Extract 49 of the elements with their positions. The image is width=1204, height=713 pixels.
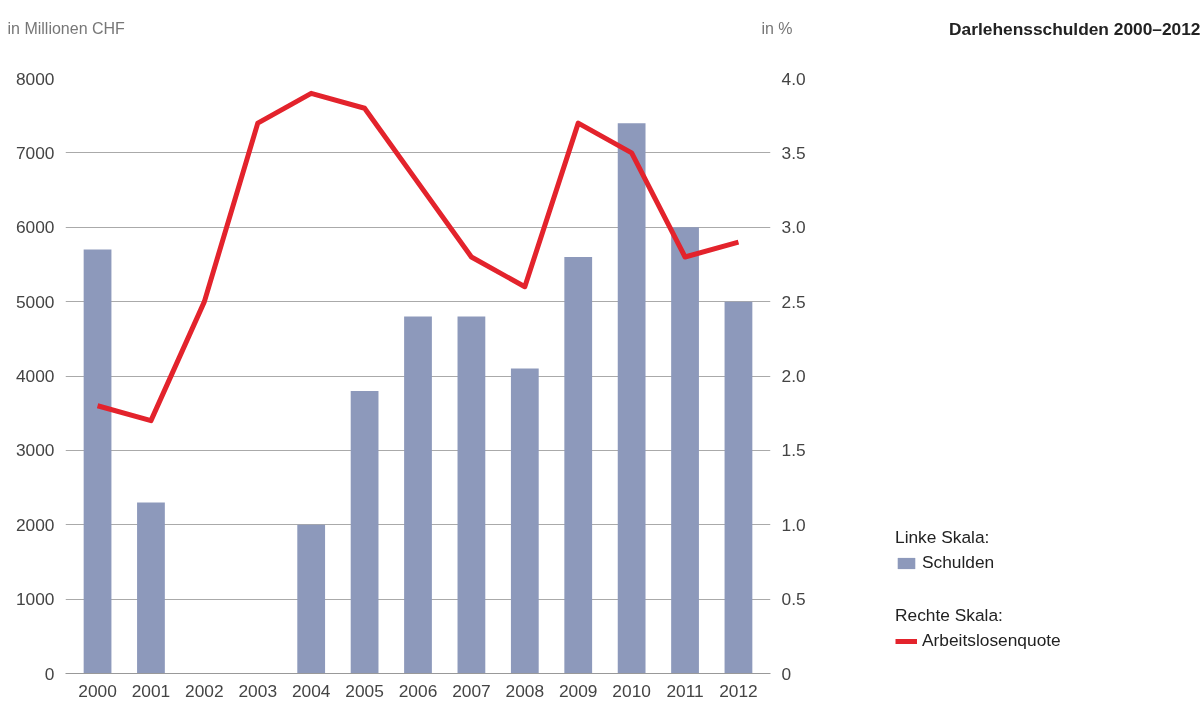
y2-tick-label: 3.0 [781,217,806,238]
bar [617,123,646,674]
legend-label: Arbeitslosenquote [922,630,1061,651]
y2-tick-label: 4.0 [781,68,806,89]
legend-label: Schulden [922,552,995,573]
y-axis-title: in Millionen CHF [7,20,126,37]
x-tick-label: 2000 [78,680,117,701]
bar [404,316,432,674]
y2-tick-label: 2.5 [781,291,806,312]
bar [724,301,753,674]
text: Rechte Skala: [895,605,1004,626]
x-tick-label: 2003 [238,680,278,701]
bar [671,227,699,674]
text: Linke Skala: [895,527,991,548]
x-tick-label: 2010 [612,680,651,701]
text: Darlehensschulden 2000–2012 [949,18,1201,39]
x-tick-label: 2012 [719,680,758,701]
bar [510,368,539,674]
x-tick-label: 2002 [185,680,224,701]
bar [457,316,486,674]
y2-tick-label: 0 [781,663,792,684]
x-tick-label: 2008 [505,680,545,701]
bar [297,524,326,674]
y-tick-label: 5000 [15,291,55,312]
bar [564,257,593,674]
x-tick-label: 2009 [558,680,598,701]
x-tick-label: 2011 [666,680,704,701]
bar [350,390,379,674]
y-tick-label: 7000 [15,142,55,163]
y-tick-label: 0 [44,663,55,684]
y2-tick-label: 2.0 [781,366,806,386]
y2-tick-label: 0.5 [781,589,806,610]
y-tick-label: 1000 [15,589,55,610]
x-tick-label: 2007 [452,680,491,701]
y-tick-label: 3000 [15,440,55,461]
y-tick-label: 8000 [15,68,55,89]
x-tick-label: 2004 [291,680,331,701]
y2-axis-title: in % [761,20,793,37]
bar [83,249,112,674]
y2-tick-label: 1.0 [781,514,806,535]
y-tick-label: 2000 [15,514,55,535]
bar [137,502,165,674]
y-tick-label: 4000 [15,366,55,386]
y2-tick-label: 3.5 [781,142,806,163]
x-tick-label: 2006 [398,680,438,701]
y2-tick-label: 1.5 [781,440,806,461]
x-tick-label: 2001 [131,680,171,701]
y-tick-label: 6000 [15,217,55,238]
x-tick-label: 2005 [345,680,384,701]
